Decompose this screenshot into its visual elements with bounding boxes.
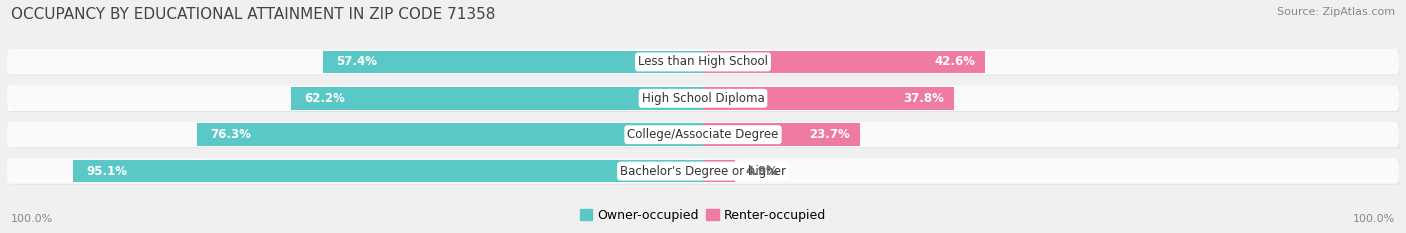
Bar bbox=[291, 87, 703, 110]
Text: 42.6%: 42.6% bbox=[935, 55, 976, 69]
FancyBboxPatch shape bbox=[7, 86, 1399, 111]
Bar bbox=[322, 51, 703, 73]
Text: Less than High School: Less than High School bbox=[638, 55, 768, 69]
Bar bbox=[703, 123, 860, 146]
Text: 100.0%: 100.0% bbox=[1353, 214, 1395, 224]
Text: 62.2%: 62.2% bbox=[304, 92, 344, 105]
Bar bbox=[73, 160, 703, 182]
Text: Source: ZipAtlas.com: Source: ZipAtlas.com bbox=[1277, 7, 1395, 17]
FancyBboxPatch shape bbox=[7, 158, 1399, 184]
Legend: Owner-occupied, Renter-occupied: Owner-occupied, Renter-occupied bbox=[575, 204, 831, 227]
Text: 4.9%: 4.9% bbox=[745, 164, 779, 178]
FancyBboxPatch shape bbox=[8, 123, 1400, 148]
FancyBboxPatch shape bbox=[8, 86, 1400, 112]
Text: 95.1%: 95.1% bbox=[86, 164, 127, 178]
FancyBboxPatch shape bbox=[7, 122, 1399, 147]
Text: College/Associate Degree: College/Associate Degree bbox=[627, 128, 779, 141]
FancyBboxPatch shape bbox=[7, 49, 1399, 75]
Bar bbox=[703, 160, 735, 182]
Text: 100.0%: 100.0% bbox=[11, 214, 53, 224]
FancyBboxPatch shape bbox=[8, 50, 1400, 75]
Text: High School Diploma: High School Diploma bbox=[641, 92, 765, 105]
Text: 76.3%: 76.3% bbox=[211, 128, 252, 141]
Text: 57.4%: 57.4% bbox=[336, 55, 377, 69]
Text: Bachelor's Degree or higher: Bachelor's Degree or higher bbox=[620, 164, 786, 178]
Bar bbox=[703, 51, 986, 73]
Bar bbox=[703, 87, 953, 110]
Bar bbox=[197, 123, 703, 146]
Text: 37.8%: 37.8% bbox=[903, 92, 943, 105]
FancyBboxPatch shape bbox=[8, 159, 1400, 185]
Text: OCCUPANCY BY EDUCATIONAL ATTAINMENT IN ZIP CODE 71358: OCCUPANCY BY EDUCATIONAL ATTAINMENT IN Z… bbox=[11, 7, 496, 22]
Text: 23.7%: 23.7% bbox=[810, 128, 851, 141]
